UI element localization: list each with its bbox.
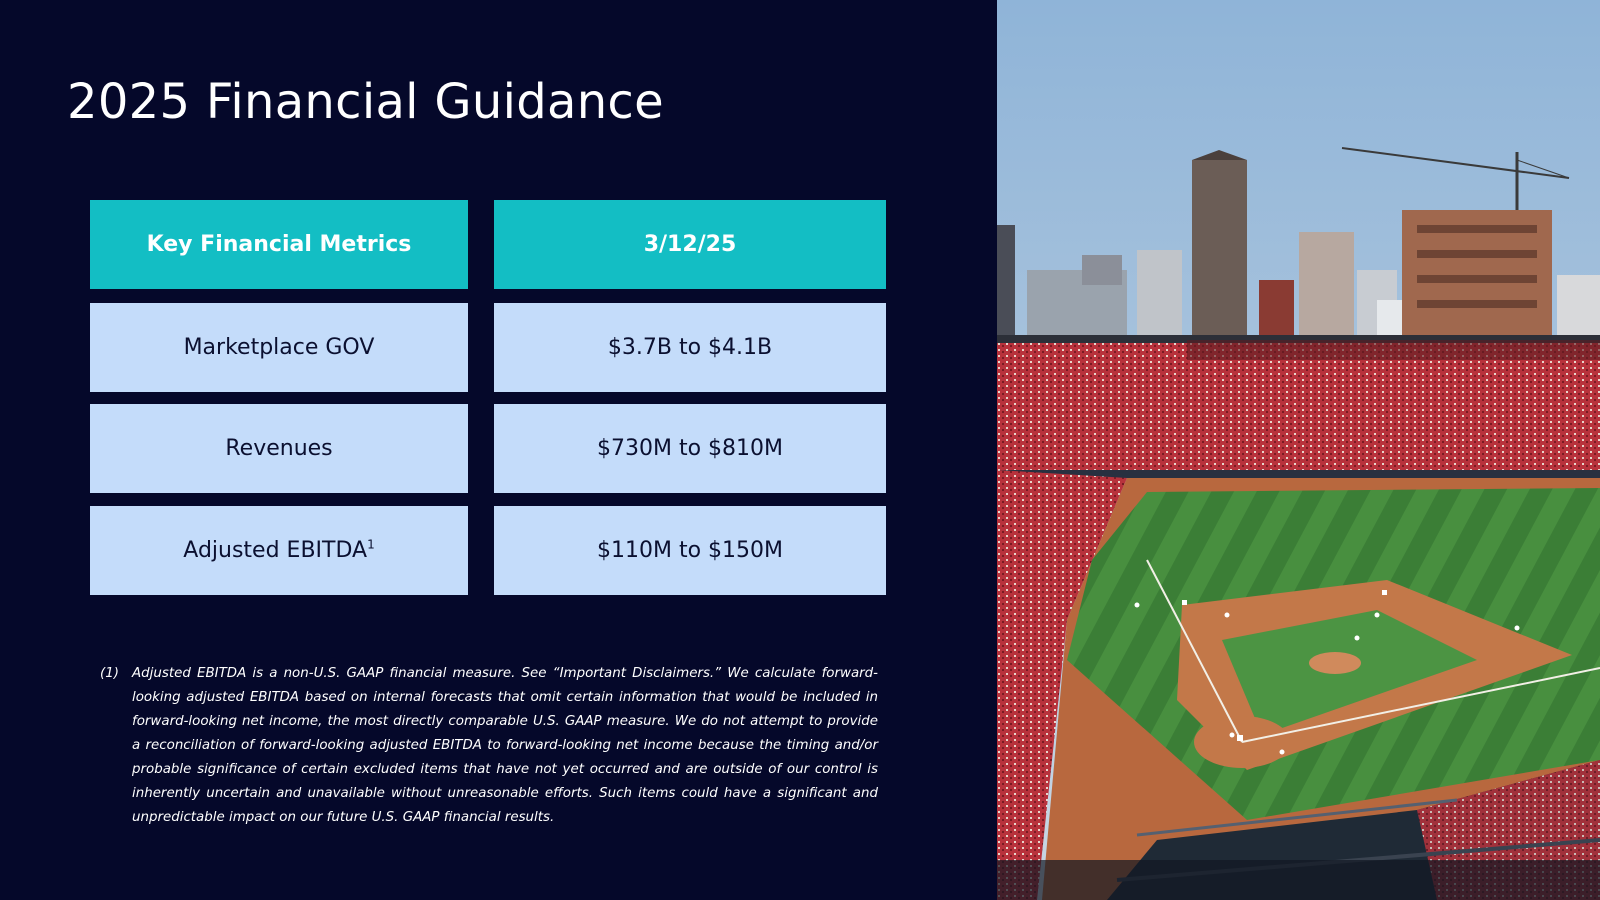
metric-label: Adjusted EBITDA1 <box>183 537 375 563</box>
footnote-marker: (1) <box>100 666 119 681</box>
table-row: Marketplace GOV <box>90 303 468 392</box>
metric-label: Revenues <box>225 436 333 461</box>
footnote: (1) Adjusted EBITDA is a non-U.S. GAAP f… <box>100 662 878 830</box>
table-row: Revenues <box>90 404 468 493</box>
metric-value: $730M to $810M <box>596 436 783 461</box>
table-header-metrics: Key Financial Metrics <box>90 200 468 289</box>
metric-label: Marketplace GOV <box>183 335 375 360</box>
footnote-text: Adjusted EBITDA is a non-U.S. GAAP finan… <box>132 666 878 825</box>
table-row: Adjusted EBITDA1 <box>90 506 468 595</box>
footnote-ref: 1 <box>367 537 375 552</box>
table-header-date: 3/12/25 <box>494 200 886 289</box>
slide-title: 2025 Financial Guidance <box>67 74 664 130</box>
metric-value: $3.7B to $4.1B <box>607 335 773 360</box>
table-row-value: $3.7B to $4.1B <box>494 303 886 392</box>
metric-value: $110M to $150M <box>596 538 783 563</box>
stadium-photo <box>997 0 1600 900</box>
table-row-value: $110M to $150M <box>494 506 886 595</box>
skyline <box>997 147 1600 352</box>
content-panel: 2025 Financial Guidance Key Financial Me… <box>67 74 886 830</box>
table-row-value: $730M to $810M <box>494 404 886 493</box>
